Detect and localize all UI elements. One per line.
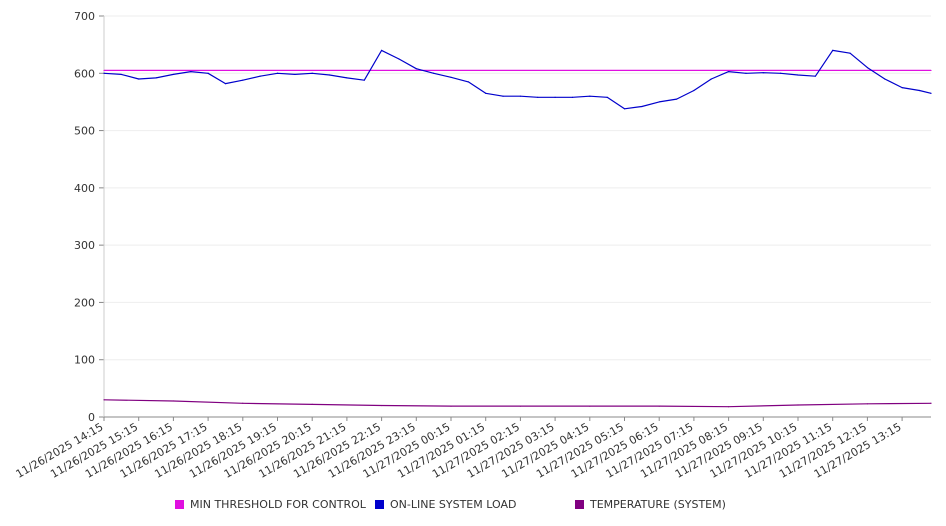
- data-point: [346, 77, 348, 79]
- data-point: [745, 72, 747, 74]
- legend-swatch-online-system-load: [375, 500, 384, 509]
- data-point: [901, 87, 903, 89]
- data-point: [502, 95, 504, 97]
- y-tick-label: 100: [74, 354, 95, 367]
- data-point: [519, 95, 522, 97]
- data-point: [190, 70, 192, 73]
- data-point: [728, 406, 730, 408]
- data-point: [519, 405, 522, 407]
- data-point: [103, 399, 105, 401]
- data-point: [485, 92, 487, 94]
- data-point: [930, 402, 932, 404]
- data-point: [832, 49, 834, 51]
- data-point: [675, 98, 678, 100]
- y-axis: 0 100 200 300 400 500 600 700: [74, 10, 105, 424]
- grid-lines: [104, 15, 931, 418]
- y-tick-label: 700: [74, 10, 95, 23]
- legend-label-min-threshold: MIN THRESHOLD FOR CONTROL: [190, 498, 366, 511]
- data-point: [849, 52, 851, 54]
- legend-item-min-threshold[interactable]: MIN THRESHOLD FOR CONTROL: [175, 498, 366, 511]
- data-point: [537, 96, 539, 98]
- data-point: [884, 78, 886, 80]
- data-point: [155, 77, 157, 79]
- data-point: [658, 101, 660, 103]
- data-point: [172, 400, 174, 402]
- data-point: [311, 403, 313, 405]
- data-point: [381, 404, 383, 407]
- data-point: [259, 75, 261, 77]
- legend-swatch-min-threshold: [175, 500, 184, 509]
- legend-label-temperature: TEMPERATURE (SYSTEM): [590, 498, 726, 511]
- data-point: [762, 72, 764, 74]
- data-point: [797, 74, 799, 76]
- data-point: [450, 405, 452, 407]
- data-point: [641, 105, 643, 108]
- data-point: [138, 78, 140, 80]
- data-point: [294, 73, 296, 76]
- y-tick-label: 500: [74, 125, 95, 138]
- data-point: [554, 96, 556, 98]
- data-point: [930, 69, 932, 72]
- data-point: [363, 79, 365, 81]
- series-lines: [103, 49, 932, 408]
- data-point: [276, 72, 279, 74]
- data-point: [728, 70, 730, 73]
- data-point: [242, 79, 244, 81]
- y-tick-label: 600: [74, 67, 95, 80]
- data-point: [103, 69, 105, 72]
- data-point: [398, 58, 400, 60]
- data-point: [693, 89, 695, 92]
- data-point: [172, 73, 174, 76]
- data-point: [589, 95, 591, 97]
- series-online-system-load: [103, 49, 932, 110]
- data-point: [224, 82, 227, 85]
- data-point: [710, 78, 712, 80]
- data-point: [797, 404, 799, 406]
- data-point: [415, 68, 417, 70]
- data-point: [780, 72, 782, 74]
- data-point: [814, 75, 816, 77]
- data-point: [623, 108, 626, 110]
- data-point: [658, 405, 660, 407]
- data-point: [242, 402, 244, 404]
- data-point: [866, 66, 869, 69]
- y-tick-label: 200: [74, 296, 95, 309]
- data-point: [571, 96, 574, 98]
- legend-swatch-temperature: [575, 500, 584, 509]
- data-point: [328, 74, 331, 76]
- data-point: [606, 96, 608, 98]
- y-tick-label: 400: [74, 182, 95, 195]
- data-point: [311, 72, 313, 74]
- data-point: [918, 89, 921, 92]
- data-point: [433, 72, 435, 74]
- data-point: [381, 49, 383, 51]
- data-point: [866, 403, 869, 405]
- data-point: [207, 72, 209, 74]
- legend-item-online-system-load[interactable]: ON-LINE SYSTEM LOAD: [375, 498, 516, 511]
- data-point: [589, 405, 591, 407]
- data-point: [930, 92, 932, 94]
- series-temperature: [103, 399, 932, 408]
- y-tick-label: 0: [88, 411, 95, 424]
- data-point: [120, 73, 122, 76]
- legend-label-online-system-load: ON-LINE SYSTEM LOAD: [390, 498, 517, 511]
- y-tick-label: 300: [74, 239, 95, 252]
- data-point: [103, 72, 105, 74]
- legend-item-temperature[interactable]: TEMPERATURE (SYSTEM): [575, 498, 726, 511]
- legend: MIN THRESHOLD FOR CONTROL ON-LINE SYSTEM…: [0, 498, 946, 514]
- data-point: [467, 81, 469, 83]
- data-point: [450, 76, 452, 78]
